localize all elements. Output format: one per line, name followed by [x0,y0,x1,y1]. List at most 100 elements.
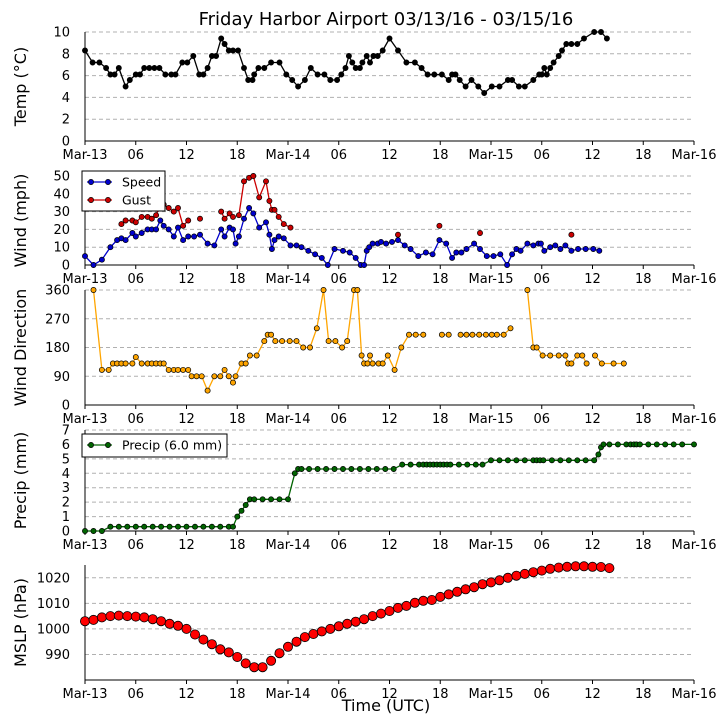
data-point-wind [204,240,211,247]
legend-wind: Speed Gust [81,170,166,212]
data-point-wind [275,233,282,240]
data-point-temp [386,35,393,42]
data-point-wdir [539,352,546,359]
data-point-wind [232,240,239,247]
data-point-mslp [181,623,192,634]
data-point-precip [365,466,372,472]
data-point-mslp [426,595,437,606]
data-point-precip [496,457,503,464]
data-point-temp [395,47,401,54]
x-tick-label-wind: 18 [432,272,449,287]
y-axis-label-wind: Wind (mph) [11,174,30,268]
data-point-wdir [272,338,279,345]
data-point-temp [255,65,262,71]
x-tick-label-wind: 06 [127,272,144,287]
data-point-wind [305,247,312,254]
data-point-precip [595,451,602,458]
data-point-wdir [160,360,167,367]
data-point-mslp [409,597,420,608]
data-point-wdir [313,325,320,332]
data-point-wdir [332,338,339,345]
data-point-temp [268,59,275,66]
data-point-wind [175,224,181,231]
data-point-wdir [507,325,514,332]
data-point-wind [443,240,450,247]
data-point-mslp [215,644,226,655]
data-point-precip [382,466,389,472]
x-tick-label-precip: Mar-14 [266,538,311,553]
data-point-temp [156,65,163,71]
x-tick-label-temp: Mar-16 [672,148,717,163]
data-point-wind [340,247,346,254]
data-point-mslp [325,623,336,634]
data-point-wind [191,233,198,240]
data-point-wdir [354,287,361,293]
data-point-wind [395,237,401,244]
data-point-wind [366,244,373,251]
x-tick-label-wdir: 12 [178,412,195,427]
y-tick-label-wdir: 90 [53,370,70,385]
data-point-wind [98,256,105,263]
data-point-wind [230,226,236,233]
data-point-mslp [308,629,319,640]
data-point-wind [378,238,384,245]
data-point-wind [422,249,429,256]
data-point-temp [603,35,610,42]
data-point-wdir [300,344,307,351]
data-point-mslp [316,626,327,637]
data-point-precip [565,457,572,464]
data-point-mslp [570,561,581,572]
data-point-wind [180,237,187,244]
series-mslp-0 [80,561,615,673]
data-point-wdir [364,360,371,367]
data-point-temp [137,71,143,78]
data-point-temp [431,71,438,78]
data-point-wind [218,208,225,215]
data-point-temp [221,41,228,47]
data-point-wind [235,233,242,240]
data-point-temp [574,41,581,47]
data-point-wdir [261,338,268,345]
legend-marker-wind [105,179,111,185]
data-point-mslp [528,567,539,578]
y-tick-label-precip: 1 [62,510,70,525]
data-point-wind [312,251,319,258]
data-point-wind [271,237,278,244]
data-point-temp [338,71,345,78]
legend-label-wind: Speed [122,175,161,190]
data-point-wdir [105,366,112,373]
data-point-mslp [156,616,167,627]
x-tick-label-temp: Mar-14 [266,148,311,163]
data-point-precip [504,457,511,464]
data-point-mslp [350,616,361,627]
x-tick-label-precip: 06 [330,538,347,553]
data-point-wind [552,242,559,249]
data-point-wdir [198,373,205,380]
data-point-precip [276,496,283,503]
data-point-wind [256,194,263,201]
data-point-precip [479,461,486,468]
x-tick-label-wind: Mar-16 [672,272,717,287]
data-point-precip [115,523,122,530]
data-point-wind [218,226,225,233]
data-point-wind [287,224,294,231]
data-point-mslp [189,629,200,640]
data-point-precip [521,457,528,464]
data-point-wind [407,246,414,252]
data-point-precip [488,457,494,464]
data-point-mslp [105,611,116,622]
data-point-precip [200,523,207,530]
data-point-precip [291,470,298,477]
data-point-precip [82,528,88,534]
data-point-temp [345,53,352,59]
y-tick-label-wdir: 360 [45,284,70,299]
data-point-wdir [344,338,351,345]
x-tick-label-mslp: Mar-14 [266,687,311,702]
data-point-temp [379,47,386,54]
data-point-mslp [375,608,386,619]
data-point-wind [497,251,504,258]
x-tick-label-wdir: 06 [127,412,144,427]
data-point-precip [653,441,660,448]
legend-label-precip: Precip (6.0 mm) [122,438,222,453]
data-point-wdir [488,331,495,338]
